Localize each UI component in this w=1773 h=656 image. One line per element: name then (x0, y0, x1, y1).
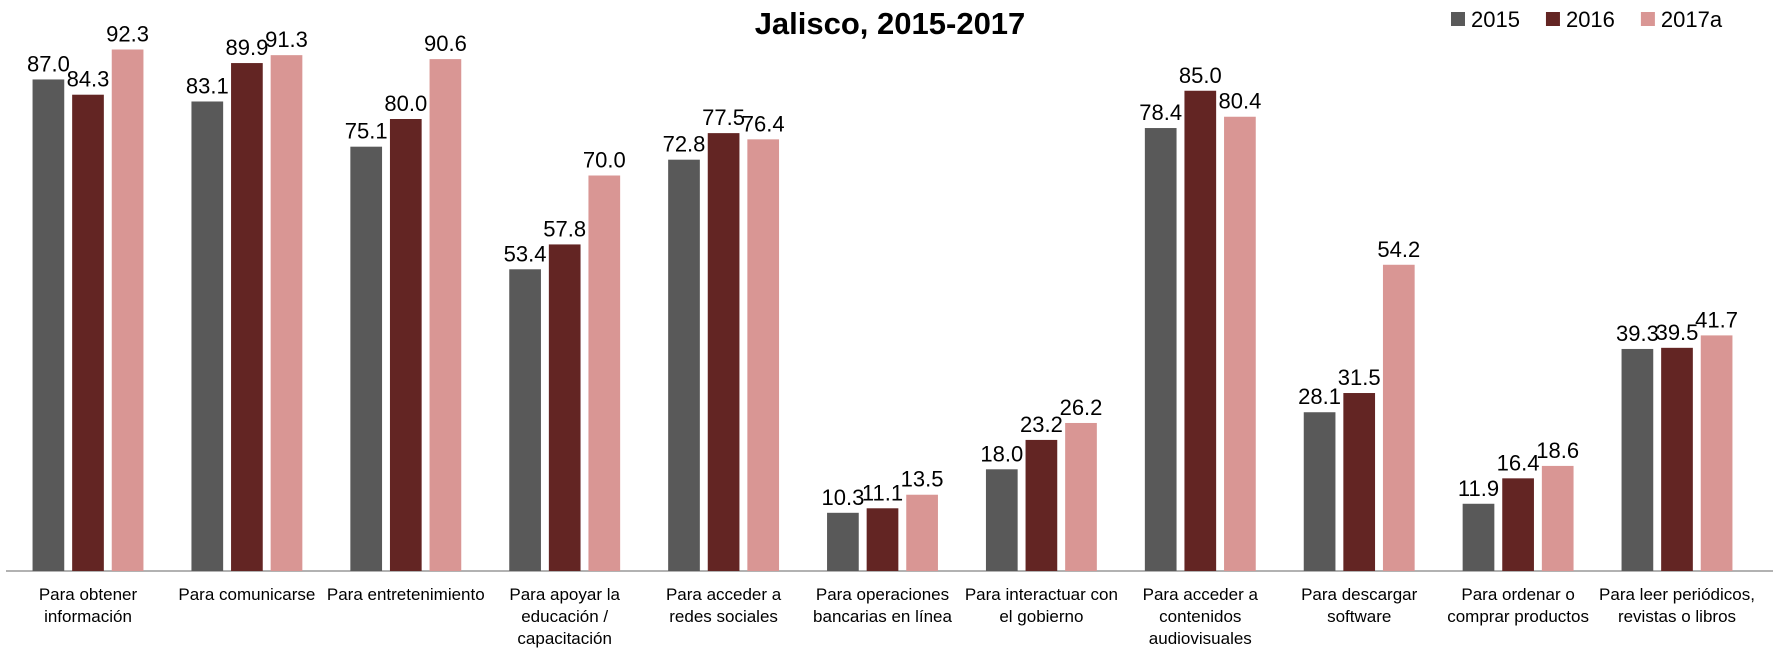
data-label: 18.6 (1536, 438, 1579, 463)
bar (1303, 412, 1336, 571)
bar (1621, 348, 1654, 571)
bar (906, 494, 938, 571)
bar (1661, 347, 1693, 571)
data-label: 39.5 (1656, 320, 1699, 345)
data-label: 84.3 (67, 67, 110, 92)
data-label: 75.1 (345, 119, 388, 144)
bar (231, 63, 263, 571)
x-tick-label: Para acceder a redes sociales (665, 585, 782, 626)
data-label: 16.4 (1497, 450, 1540, 475)
data-label: 70.0 (583, 148, 626, 173)
data-label: 11.9 (1458, 476, 1499, 501)
bar (588, 175, 621, 571)
bar (985, 469, 1018, 571)
legend-swatch (1640, 12, 1655, 26)
bar (1541, 465, 1574, 571)
data-label: 90.6 (424, 31, 467, 56)
data-label: 53.4 (504, 241, 547, 266)
x-tick-label: Para operaciones bancarias en línea (813, 585, 952, 626)
bar (191, 101, 224, 572)
legend-swatch (1545, 12, 1560, 26)
bar (1502, 478, 1534, 571)
data-label: 10.3 (821, 485, 864, 510)
bar (270, 55, 303, 571)
x-tick-label: Para interactuar con el gobierno (964, 585, 1118, 626)
bar (1065, 422, 1097, 571)
x-tick-label: Para entretenimiento (326, 585, 485, 604)
data-label: 31.5 (1338, 365, 1381, 390)
data-label: 18.0 (980, 441, 1023, 466)
bar (429, 59, 462, 572)
chart-title: Jalisco, 2015-2017 (755, 6, 1026, 41)
bar (1025, 439, 1058, 571)
x-tick-label: Para ordenar o comprar productos (1447, 585, 1589, 626)
bar (1343, 393, 1376, 571)
data-label: 83.1 (186, 73, 229, 98)
bar (32, 79, 65, 571)
x-tick-label: Para apoyar la educación / capacitación (509, 585, 620, 648)
bar (1144, 128, 1177, 572)
data-label: 76.4 (742, 111, 785, 136)
x-tick-label: Para comunicarse (178, 585, 316, 604)
bar (509, 269, 541, 571)
data-label: 80.4 (1218, 89, 1261, 114)
data-label: 13.5 (901, 467, 944, 492)
data-label: 92.3 (106, 22, 149, 47)
data-label: 89.9 (225, 35, 268, 60)
bar (1462, 503, 1495, 571)
bar (668, 159, 700, 571)
data-label: 54.2 (1377, 237, 1420, 262)
bar (1382, 264, 1415, 571)
bar (866, 508, 899, 571)
data-label: 41.7 (1695, 307, 1738, 332)
x-tick-label: Para leer periódicos, revistas o libros (1599, 585, 1755, 626)
bar (1224, 116, 1256, 572)
data-label: 57.8 (543, 216, 586, 241)
bar (548, 244, 581, 571)
data-label: 77.5 (702, 105, 745, 130)
bar (72, 94, 104, 571)
x-tick-label: Para obtener información (38, 585, 138, 626)
data-label: 39.3 (1616, 321, 1659, 346)
bar (111, 49, 144, 571)
data-label: 28.1 (1298, 384, 1341, 409)
legend-swatch (1451, 12, 1465, 26)
bar (707, 133, 740, 571)
data-label: 11.1 (862, 480, 903, 505)
data-label: 85.0 (1179, 63, 1222, 88)
bar (747, 139, 780, 571)
data-label: 78.4 (1139, 100, 1182, 125)
bar (1184, 90, 1217, 571)
legend-label: 2017a (1661, 7, 1723, 32)
x-tick-label: Para descargar software (1301, 585, 1418, 626)
legend-label: 2015 (1471, 7, 1520, 32)
data-label: 72.8 (663, 132, 706, 157)
data-label: 87.0 (27, 51, 70, 76)
bar (389, 119, 422, 571)
bar (350, 146, 383, 571)
data-label: 80.0 (384, 91, 427, 116)
x-tick-label: Para acceder a contenidos audiovisuales (1142, 585, 1258, 648)
data-label: 23.2 (1020, 412, 1063, 437)
legend-label: 2016 (1566, 7, 1615, 32)
data-label: 91.3 (265, 27, 308, 52)
bar (1700, 335, 1733, 571)
bar (827, 512, 859, 571)
data-label: 26.2 (1060, 395, 1103, 420)
